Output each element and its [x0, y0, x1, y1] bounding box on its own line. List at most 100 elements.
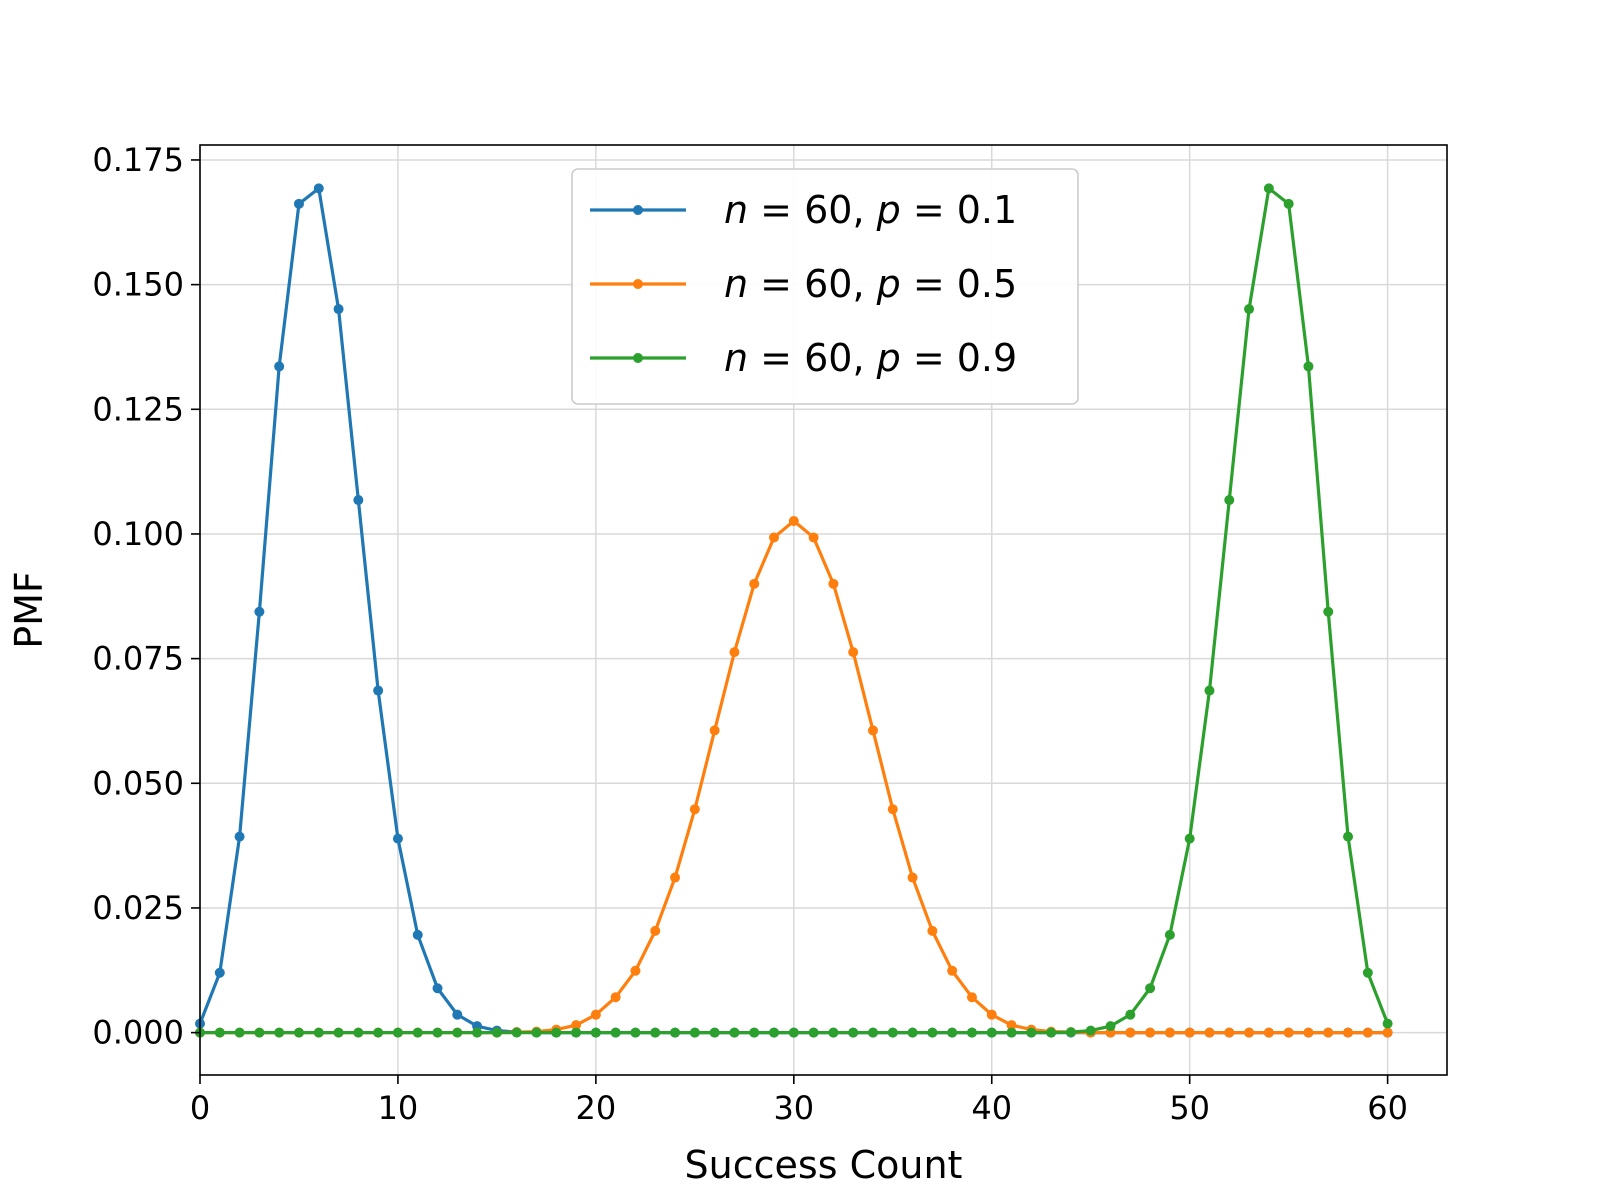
- data-point: [1125, 1027, 1136, 1038]
- data-point: [788, 1027, 799, 1038]
- data-point: [1224, 495, 1235, 506]
- data-point: [689, 1027, 700, 1038]
- data-point: [452, 1027, 463, 1038]
- data-point: [234, 831, 245, 842]
- y-tick-label: 0.050: [92, 764, 184, 802]
- data-point: [1244, 1027, 1255, 1038]
- data-point: [392, 1027, 403, 1038]
- data-point: [511, 1027, 522, 1038]
- data-point: [333, 1027, 344, 1038]
- data-point: [808, 532, 819, 543]
- legend-label: n = 60, p = 0.1: [724, 188, 1017, 232]
- x-tick-label: 10: [378, 1089, 419, 1127]
- x-tick-label: 20: [576, 1089, 617, 1127]
- legend-label: n = 60, p = 0.5: [724, 262, 1017, 306]
- data-point: [689, 804, 700, 815]
- data-point: [670, 872, 681, 883]
- y-tick-label: 0.025: [92, 889, 184, 927]
- data-point: [670, 1027, 681, 1038]
- y-tick-label: 0.125: [92, 390, 184, 428]
- data-point: [1263, 183, 1274, 194]
- data-point: [1006, 1027, 1017, 1038]
- data-point: [1382, 1018, 1393, 1029]
- data-point: [887, 1027, 898, 1038]
- data-point: [867, 725, 878, 736]
- data-point: [947, 965, 958, 976]
- data-point: [551, 1027, 562, 1038]
- legend-n-symbol: n: [724, 336, 748, 380]
- data-point: [1046, 1027, 1057, 1038]
- data-point: [1184, 1027, 1195, 1038]
- data-point: [867, 1027, 878, 1038]
- data-point: [254, 606, 265, 617]
- data-point: [808, 1027, 819, 1038]
- data-point: [491, 1027, 502, 1038]
- data-point: [590, 1027, 601, 1038]
- legend-p-symbol: p: [876, 262, 901, 306]
- data-point: [571, 1020, 582, 1031]
- data-point: [1283, 1027, 1294, 1038]
- legend-label: n = 60, p = 0.9: [724, 336, 1017, 380]
- legend-n-value: = 60,: [748, 336, 877, 380]
- data-point: [729, 647, 740, 658]
- data-point: [610, 992, 621, 1003]
- data-point: [907, 1027, 918, 1038]
- data-point: [412, 929, 423, 940]
- data-point: [1263, 1027, 1274, 1038]
- data-point: [927, 1027, 938, 1038]
- y-tick-label: 0.150: [92, 266, 184, 304]
- legend-item: n = 60, p = 0.1: [590, 188, 1017, 232]
- data-point: [353, 495, 364, 506]
- data-point: [333, 304, 344, 315]
- data-point: [709, 1027, 720, 1038]
- y-tick-label: 0.075: [92, 640, 184, 678]
- data-point: [1145, 983, 1156, 994]
- data-point: [373, 685, 384, 696]
- data-point: [907, 872, 918, 883]
- data-point: [966, 1027, 977, 1038]
- data-point: [214, 1027, 225, 1038]
- data-point: [769, 532, 780, 543]
- data-point: [1026, 1027, 1037, 1038]
- data-point: [590, 1009, 601, 1020]
- legend: n = 60, p = 0.1 n = 60, p = 0.5 n = 60, p …: [571, 168, 1079, 405]
- data-point: [1065, 1027, 1076, 1038]
- data-point: [274, 1027, 285, 1038]
- y-tick-label: 0.100: [92, 515, 184, 553]
- legend-box: [571, 168, 1079, 405]
- data-point: [630, 965, 641, 976]
- data-point: [1303, 1027, 1314, 1038]
- data-point: [432, 983, 443, 994]
- data-point: [373, 1027, 384, 1038]
- legend-marker: [633, 205, 643, 215]
- legend-p-symbol: p: [876, 188, 901, 232]
- data-point: [709, 725, 720, 736]
- data-point: [1085, 1025, 1096, 1036]
- data-point: [1362, 1027, 1373, 1038]
- data-point: [749, 578, 760, 589]
- data-point: [571, 1027, 582, 1038]
- data-point: [1105, 1021, 1116, 1032]
- data-point: [472, 1027, 483, 1038]
- legend-item: n = 60, p = 0.9: [590, 336, 1017, 380]
- legend-marker: [633, 279, 643, 289]
- data-point: [392, 833, 403, 844]
- legend-p-value: = 0.9: [901, 336, 1017, 380]
- y-axis-label: PMF: [7, 571, 51, 649]
- data-point: [313, 183, 324, 194]
- data-point: [353, 1027, 364, 1038]
- data-point: [828, 578, 839, 589]
- y-tick-label: 0.175: [92, 141, 184, 179]
- data-point: [769, 1027, 780, 1038]
- data-point: [848, 1027, 859, 1038]
- data-point: [1303, 361, 1314, 372]
- data-point: [1164, 929, 1175, 940]
- data-point: [452, 1009, 463, 1020]
- data-point: [986, 1009, 997, 1020]
- legend-n-value: = 60,: [748, 188, 877, 232]
- data-point: [293, 198, 304, 209]
- data-point: [966, 992, 977, 1003]
- data-point: [531, 1027, 542, 1038]
- data-point: [234, 1027, 245, 1038]
